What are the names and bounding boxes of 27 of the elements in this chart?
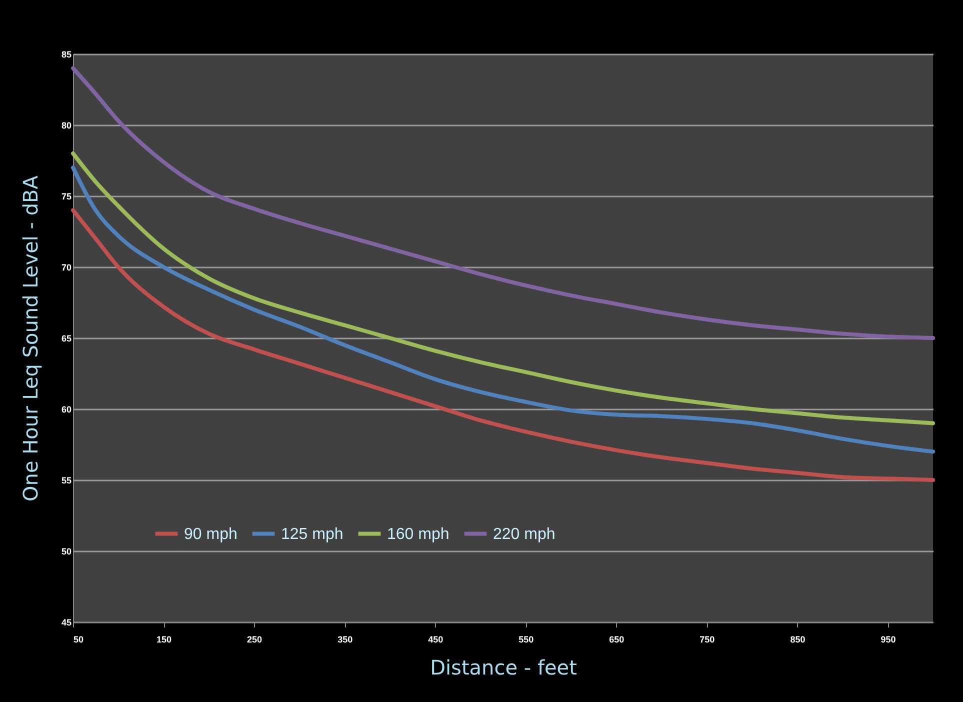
x-tick-label: 250 (247, 634, 262, 644)
line-series (71, 66, 935, 340)
y-tick-label: 80 (61, 120, 72, 130)
x-tick-label: 950 (880, 634, 896, 644)
x-tick-label: 450 (428, 634, 444, 644)
x-axis-title: Distance - feet (430, 656, 578, 680)
y-tick-label: 45 (61, 618, 72, 628)
x-tick-label: 50 (74, 634, 84, 644)
legend-label: 160 mph (387, 526, 450, 543)
y-tick-label: 50 (61, 546, 72, 556)
line-series (71, 208, 935, 482)
x-tick-label: 750 (700, 634, 715, 644)
x-tick-label: 150 (156, 634, 172, 644)
legend-label: 220 mph (493, 526, 556, 543)
x-tick-label: 550 (518, 634, 534, 644)
x-tick-label: 650 (609, 634, 624, 644)
x-tick-label: 350 (338, 634, 353, 644)
x-tick-label: 850 (790, 634, 806, 644)
y-tick-label: 60 (61, 404, 72, 414)
y-tick-label: 85 (61, 50, 72, 60)
y-tick-label: 70 (61, 262, 72, 272)
y-tick-label: 55 (61, 476, 72, 486)
y-axis-title: One Hour Leq Sound Level - dBA (18, 175, 42, 502)
legend-label: 90 mph (184, 526, 238, 543)
y-tick-label: 65 (61, 334, 72, 344)
legend-label: 125 mph (281, 526, 344, 543)
y-tick-label: 75 (61, 192, 72, 202)
